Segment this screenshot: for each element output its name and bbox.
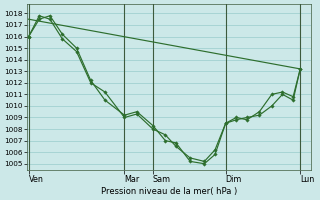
X-axis label: Pression niveau de la mer( hPa ): Pression niveau de la mer( hPa ) xyxy=(101,187,237,196)
